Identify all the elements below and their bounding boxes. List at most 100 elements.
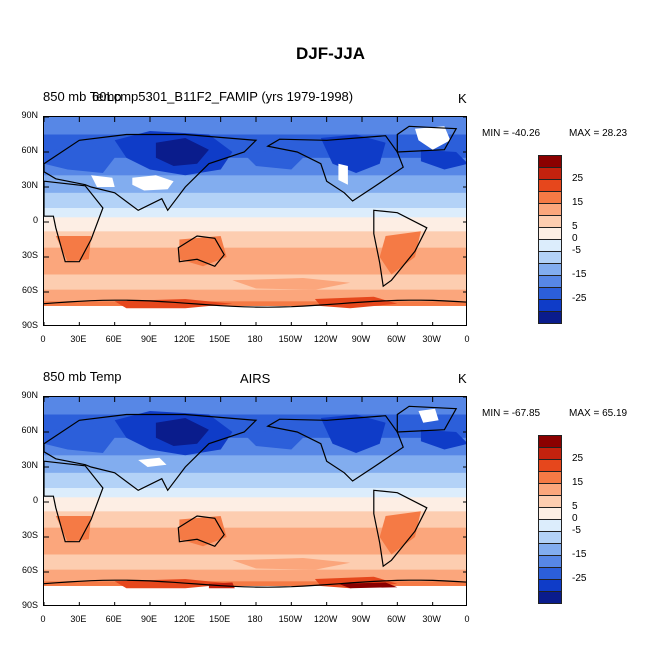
longitude-tick-label: 90W	[351, 334, 371, 344]
warm-anomaly	[114, 299, 233, 309]
variable-label: 850 mb Temp	[43, 89, 122, 104]
latitude-tick-label: 30N	[21, 180, 38, 190]
source-label: AIRS	[240, 371, 271, 386]
latitude-tick-label: 90S	[21, 320, 38, 330]
warm-anomaly	[379, 511, 421, 555]
cold-anomaly	[44, 422, 115, 453]
longitude-tick-label: 0	[40, 614, 46, 624]
colorbar-label: 25	[572, 453, 584, 464]
units-label: K	[458, 371, 467, 386]
colorbar	[538, 435, 562, 604]
colorbar-label: -25	[572, 573, 587, 584]
cold-anomaly	[320, 414, 386, 453]
max-label: MAX = 28.23	[569, 128, 628, 139]
colorbar-label: 15	[572, 197, 584, 208]
colorbar-label: 0	[572, 513, 578, 524]
colorbar-swatch	[538, 311, 562, 324]
temperature-band	[44, 488, 466, 498]
cold-anomaly	[44, 142, 115, 173]
antarctica-coastline	[44, 579, 466, 588]
latitude-tick-label: 0	[32, 495, 38, 505]
temperature-band	[44, 208, 466, 218]
source-label: 60Lcmp5301_B11F2_FAMIP (yrs 1979-1998)	[92, 89, 354, 104]
cold-anomaly	[420, 429, 466, 450]
airs-map	[43, 396, 467, 606]
eurasia-coastline	[44, 133, 258, 212]
longitude-tick-label: 180	[247, 614, 263, 624]
latitude-tick-label: 30S	[21, 250, 38, 260]
colorbar-label: 25	[572, 173, 584, 184]
longitude-tick-label: 60W	[387, 614, 406, 624]
units-label: K	[458, 91, 467, 106]
colorbar	[538, 155, 562, 324]
cold-anomaly	[244, 429, 304, 450]
longitude-tick-label: 60E	[105, 334, 122, 344]
min-label: MIN = -40.26	[482, 128, 541, 139]
africa-coastline	[44, 460, 104, 543]
longitude-tick-label: 30W	[422, 614, 441, 624]
latitude-tick-label: 60N	[21, 145, 38, 155]
warm-anomaly	[114, 579, 233, 589]
cold-anomaly	[244, 149, 304, 170]
latitude-tick-label: 90N	[21, 390, 38, 400]
longitude-tick-label: 0	[464, 614, 470, 624]
greenland-coastline	[396, 125, 458, 153]
australia-coastline	[177, 235, 225, 268]
temperature-band	[44, 192, 466, 209]
longitude-tick-label: 120E	[173, 614, 195, 624]
colorbar-label: -15	[572, 269, 587, 280]
cold-anomaly	[155, 138, 209, 166]
missing-data-region	[138, 457, 167, 467]
latitude-tick-label: 60S	[21, 565, 38, 575]
longitude-tick-label: 150W	[278, 614, 303, 624]
latitude-tick-label: 60S	[21, 285, 38, 295]
longitude-tick-label: 0	[464, 334, 470, 344]
missing-data-region	[44, 306, 466, 325]
longitude-tick-label: 30E	[70, 334, 87, 344]
warm-anomaly	[232, 558, 351, 570]
colorbar-label: -25	[572, 293, 587, 304]
longitude-tick-label: 150E	[209, 614, 231, 624]
antarctica-coastline	[44, 299, 466, 308]
warm-anomaly	[179, 516, 227, 547]
latitude-tick-label: 90N	[21, 110, 38, 120]
latitude-tick-label: 30S	[21, 530, 38, 540]
colorbar-label: 0	[572, 233, 578, 244]
longitude-tick-label: 0	[40, 334, 46, 344]
missing-data-region	[338, 163, 348, 185]
warm-anomaly	[232, 278, 351, 290]
greenland-coastline	[396, 405, 458, 433]
colorbar-swatch	[538, 591, 562, 604]
longitude-tick-label: 60E	[105, 614, 122, 624]
warm-anomaly	[379, 231, 421, 275]
cold-anomaly	[320, 134, 386, 173]
warm-anomaly	[179, 236, 227, 267]
latitude-tick-label: 0	[32, 215, 38, 225]
cold-anomaly	[155, 418, 209, 446]
eurasia-coastline	[44, 413, 258, 492]
longitude-tick-label: 150E	[209, 334, 231, 344]
australia-coastline	[177, 515, 225, 548]
max-label: MAX = 65.19	[569, 408, 628, 419]
longitude-tick-label: 90E	[140, 334, 157, 344]
variable-label: 850 mb Temp	[43, 369, 122, 384]
temperature-band	[44, 472, 466, 489]
longitude-tick-label: 120W	[313, 334, 338, 344]
longitude-tick-label: 150W	[278, 334, 303, 344]
latitude-tick-label: 90S	[21, 600, 38, 610]
missing-data-region	[415, 126, 451, 150]
africa-coastline	[44, 180, 104, 263]
south-america-coastline	[373, 209, 428, 288]
north-america-coastline	[266, 135, 404, 202]
colorbar-label: -5	[572, 525, 581, 536]
missing-data-region	[44, 586, 466, 605]
model-map	[43, 116, 467, 326]
temperature-band	[44, 231, 466, 249]
longitude-tick-label: 120W	[313, 614, 338, 624]
colorbar-label: 5	[572, 501, 578, 512]
south-america-coastline	[373, 489, 428, 568]
missing-data-region	[132, 175, 174, 191]
temperature-band	[44, 217, 466, 232]
longitude-tick-label: 30E	[70, 614, 87, 624]
colorbar-label: 5	[572, 221, 578, 232]
